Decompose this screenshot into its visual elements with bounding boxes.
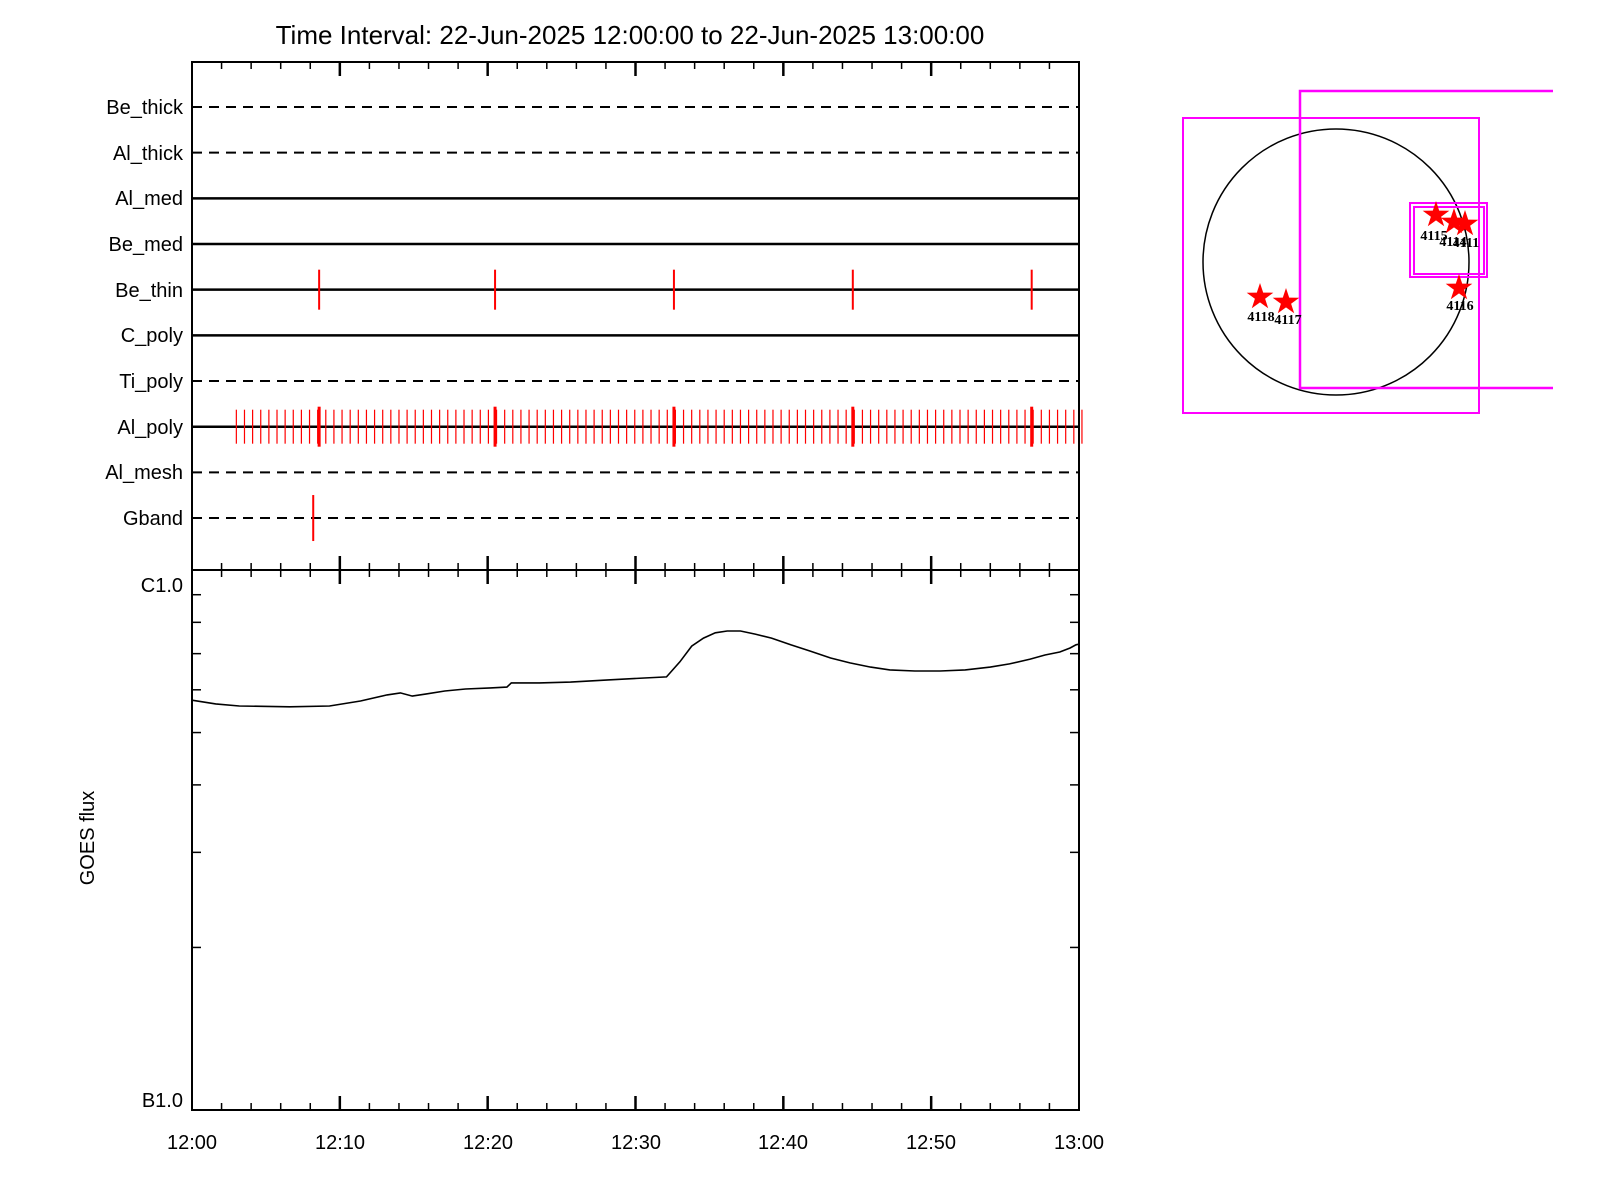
filter-label-gband: Gband: [123, 508, 183, 530]
ar-label-4111: 4111: [1453, 236, 1479, 251]
fov-box: [1409, 202, 1488, 278]
fov-box-open: [1298, 89, 1553, 390]
filter-label-ti-poly: Ti_poly: [119, 371, 183, 393]
solar-fov-map: 4115 4114 4111 4116 4118 4117: [1182, 89, 1553, 414]
fov-box: [1413, 206, 1485, 275]
goes-flux-curve: [191, 630, 1080, 708]
fov-box: [1182, 117, 1480, 414]
ar-label-4115: 4115: [1420, 229, 1447, 244]
goes-axis-ticks: [192, 570, 1079, 1110]
filter-label-be-thin: Be_thin: [115, 280, 183, 302]
ar-label-4118: 4118: [1247, 310, 1274, 325]
ar-star-4111: [1451, 210, 1479, 236]
figure-title: Time Interval: 22-Jun-2025 12:00:00 to 2…: [276, 20, 985, 50]
filter-timeline-panel: Be_thick Al_thick Al_med Be_med Be_thin …: [105, 61, 1083, 571]
goes-panel-frame: [191, 569, 1080, 1111]
filter-label-c-poly: C_poly: [121, 325, 183, 347]
active-region-stars: [1246, 201, 1479, 314]
goes-y-top-label: C1.0: [141, 575, 183, 597]
solar-disk-limb: [1202, 128, 1470, 396]
filter-panel-frame: [191, 61, 1080, 571]
x-tick-label-13-00: 13:00: [1054, 1132, 1104, 1154]
x-tick-label-12-10: 12:10: [315, 1132, 365, 1154]
filter-label-al-poly: Al_poly: [117, 417, 183, 439]
ar-star-4115: [1422, 201, 1450, 227]
ar-star-4117: [1272, 288, 1300, 314]
filter-label-al-thick: Al_thick: [113, 143, 184, 165]
ar-label-4116: 4116: [1446, 299, 1473, 314]
goes-flux-panel: C1.0 B1.0 GOES flux 12:00 12:10 12:20 12…: [77, 569, 1104, 1154]
filter-panel-axis-ticks: [220, 62, 1051, 570]
filter-exposure-ticks: [235, 269, 1083, 542]
x-tick-label-12-40: 12:40: [758, 1132, 808, 1154]
filter-label-be-thick: Be_thick: [106, 97, 184, 119]
ar-star-4118: [1246, 283, 1274, 309]
filter-label-be-med: Be_med: [109, 234, 184, 256]
ar-star-4116: [1445, 274, 1473, 300]
x-tick-label-12-20: 12:20: [463, 1132, 513, 1154]
goes-y-bottom-label: B1.0: [142, 1090, 183, 1112]
ar-label-4114: 4114: [1439, 235, 1466, 250]
x-tick-label-12-50: 12:50: [906, 1132, 956, 1154]
x-tick-label-12-00: 12:00: [167, 1132, 217, 1154]
goes-y-axis-title: GOES flux: [77, 791, 99, 885]
filter-label-al-med: Al_med: [115, 188, 183, 210]
filter-row-lines: [192, 106, 1079, 520]
ar-label-4117: 4117: [1274, 313, 1301, 328]
filter-label-al-mesh: Al_mesh: [105, 462, 183, 484]
x-tick-label-12-30: 12:30: [611, 1132, 661, 1154]
solar-map-shapes: [1182, 89, 1553, 414]
